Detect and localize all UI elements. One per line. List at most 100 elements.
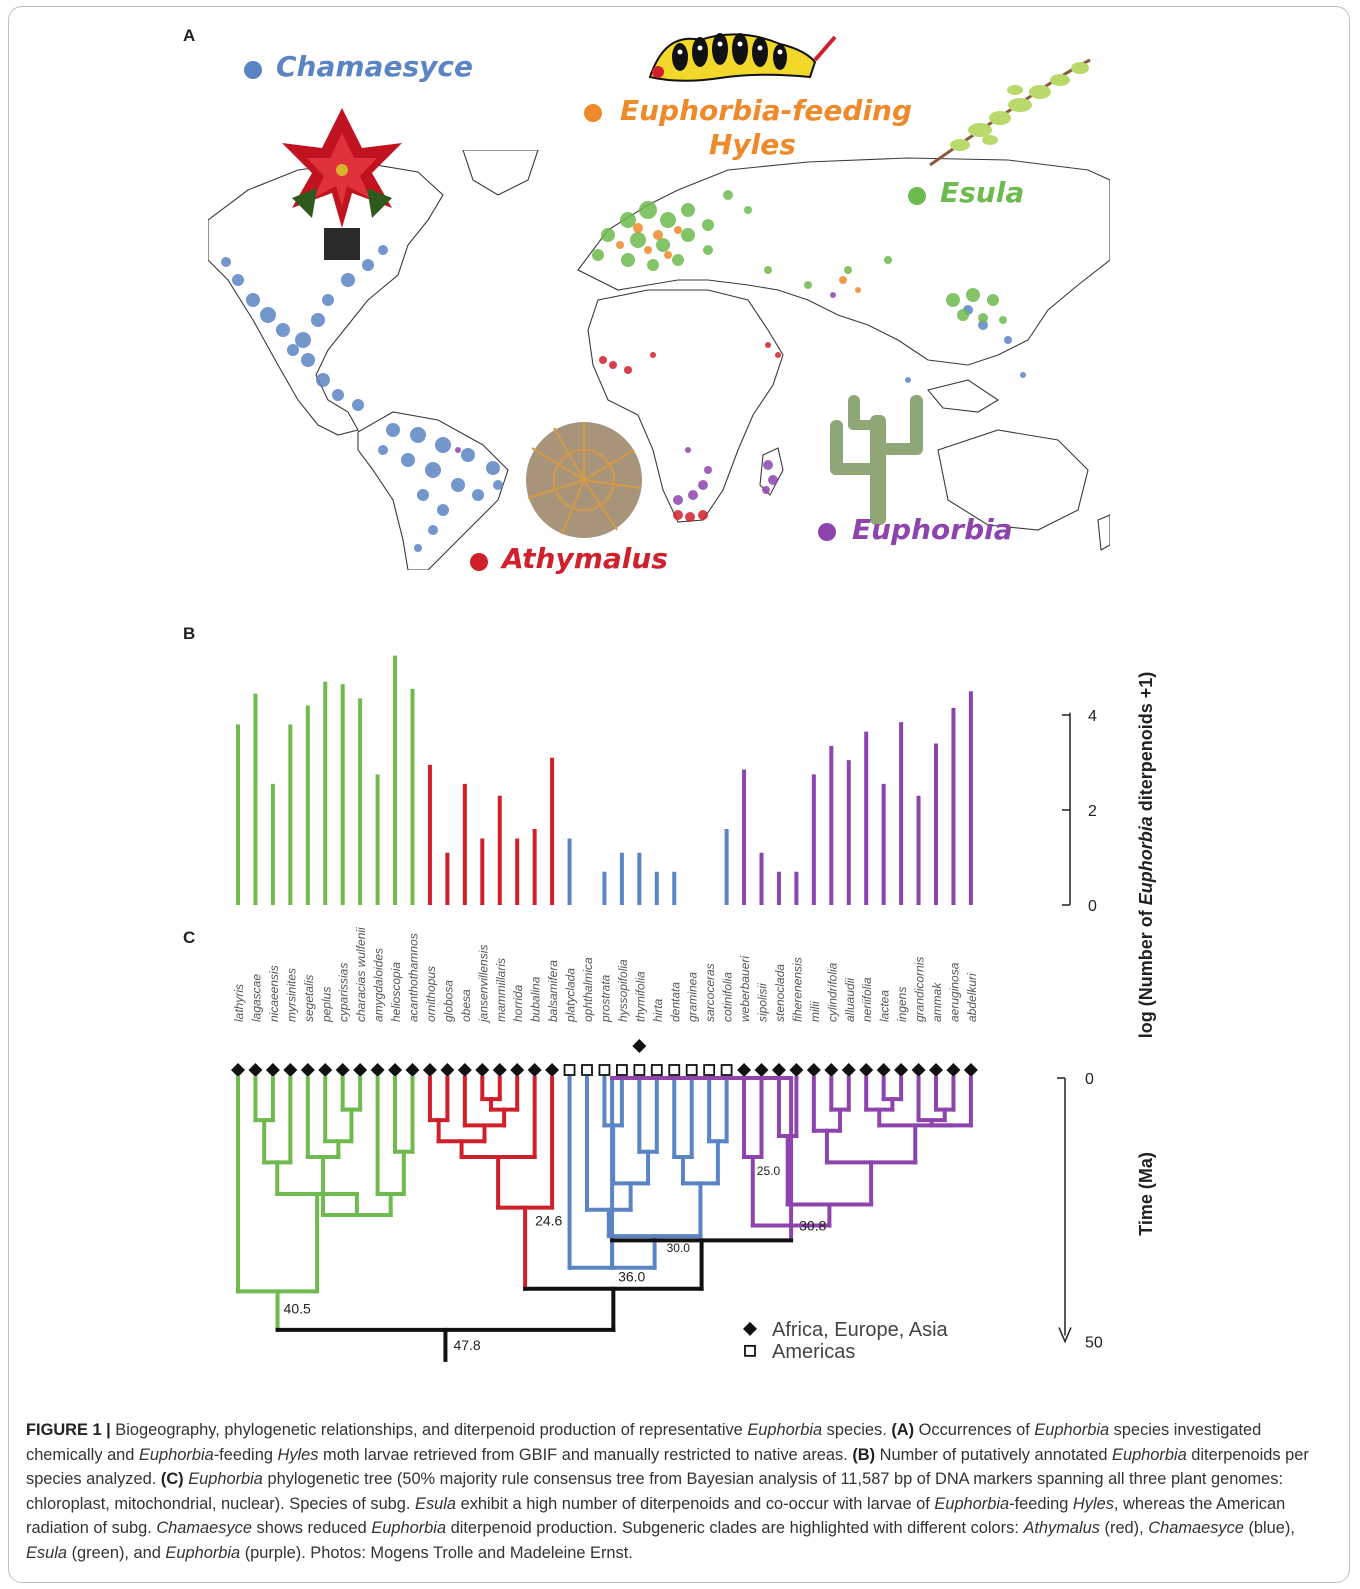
node-age-label: 25.0 [757, 1164, 781, 1178]
y-tick-label: 0 [1088, 898, 1097, 915]
species-label: dentata [668, 982, 682, 1022]
panel-label-b: B [183, 624, 196, 643]
species-label: thymifolia [633, 971, 647, 1022]
y-tick-label: 2 [1088, 803, 1097, 820]
legend-hyles-line1: Euphorbia-feeding [620, 94, 913, 127]
species-label: helioscopia [389, 962, 403, 1022]
species-label: fiherenensis [790, 957, 804, 1022]
diamond-marker-icon [771, 1063, 786, 1077]
species-label: horrida [511, 984, 525, 1022]
species-label: lactea [878, 990, 892, 1022]
species-label: stenoclada [773, 964, 787, 1022]
species-label: cotinifolia [721, 972, 735, 1022]
diamond-marker-icon [440, 1063, 455, 1077]
diamond-marker-icon [492, 1063, 507, 1077]
diamond-marker-icon [737, 1063, 752, 1077]
panel-label-c: C [183, 928, 196, 947]
diamond-marker-icon [929, 1063, 943, 1077]
legend-hyles-line2: Hyles [709, 128, 796, 161]
diamond-marker-icon [824, 1063, 839, 1077]
square-marker-icon [598, 1064, 611, 1076]
square-marker-icon [650, 1064, 663, 1076]
legend-chamaesyce: Chamaesyce [276, 50, 473, 83]
node-age-label: 36.0 [618, 1269, 645, 1285]
species-label: globosa [441, 980, 455, 1022]
species-labels: lathyris lagascae nicaeensis myrsinites sege… [232, 927, 979, 1024]
species-label: milii [808, 1001, 822, 1022]
diamond-marker-icon [265, 1063, 280, 1077]
species-label: amygdaloides [372, 948, 386, 1022]
diamond-marker-icon [876, 1063, 891, 1077]
diamond-marker-icon [370, 1063, 385, 1077]
time-arrow-icon [1058, 1327, 1072, 1344]
diamond-marker-icon [754, 1063, 769, 1077]
diamond-marker-icon [405, 1063, 420, 1077]
species-label: acanthothamnos [407, 933, 421, 1022]
diamond-marker-icon [231, 1063, 245, 1077]
euphorbia-dot-icon [818, 523, 836, 541]
node-age-label: 40.5 [284, 1300, 311, 1316]
node-age-label: 47.8 [453, 1337, 480, 1353]
legend-athymalus: Athymalus [502, 542, 668, 575]
time-axis: 0 50 Time (Ma) [1057, 1071, 1156, 1352]
bar-series [236, 655, 973, 905]
node-age-label: 30.8 [799, 1217, 826, 1233]
athymalus-dot-icon [470, 553, 488, 571]
legend-diamond-icon [743, 1321, 757, 1336]
species-label: characias wulfenii [354, 927, 368, 1022]
hyles-dot-icon [584, 104, 602, 122]
phylogenetic-tree: 47.8 40.5 24.6 36.0 30.0 30.8 25.0 [236, 1076, 973, 1362]
square-marker-icon [563, 1064, 576, 1076]
diamond-marker-icon [248, 1063, 263, 1077]
legend-square-icon [744, 1344, 756, 1357]
species-label: cyparissias [337, 963, 351, 1022]
world-map [208, 150, 1110, 570]
biogeo-markers [231, 1039, 978, 1077]
square-marker-icon [615, 1064, 628, 1076]
diamond-marker-icon [806, 1063, 821, 1077]
diamond-marker-icon [353, 1063, 368, 1077]
legend-label-americas: Americas [772, 1341, 855, 1363]
species-label: ophthalmica [581, 957, 595, 1022]
diamond-marker-icon [841, 1063, 856, 1077]
panel-label-a: A [183, 26, 196, 45]
species-label: lathyris [232, 984, 246, 1022]
globe-cactus-photo [526, 422, 642, 538]
species-label: myrsinites [284, 968, 298, 1022]
species-label: graminea [686, 972, 700, 1022]
diamond-marker-icon [300, 1063, 315, 1077]
species-label: balsamifera [546, 960, 560, 1022]
square-marker-icon [633, 1064, 646, 1076]
species-label: jansenvillensis [476, 945, 490, 1024]
species-label: lagascae [249, 974, 263, 1022]
diamond-marker-icon [946, 1063, 961, 1077]
species-label: neriifolia [860, 977, 874, 1022]
species-label: ornithopus [424, 966, 438, 1022]
species-label: hyssopifolia [616, 959, 630, 1022]
diamond-marker-icon [283, 1063, 298, 1077]
species-label: alluaudii [843, 978, 857, 1022]
species-label: segetalis [302, 975, 316, 1022]
species-label: grandicornis [913, 957, 927, 1022]
species-label: hirta [651, 998, 665, 1022]
node-age-label: 30.0 [667, 1241, 691, 1255]
diamond-marker-icon [475, 1063, 490, 1077]
diamond-marker-icon [545, 1063, 560, 1077]
species-label: peplus [319, 987, 333, 1023]
diamond-marker-icon [632, 1039, 647, 1053]
legend-euphorbia: Euphorbia [852, 513, 1013, 546]
time-tick-label: 0 [1085, 1071, 1094, 1088]
legend-label-old-world: Africa, Europe, Asia [772, 1319, 949, 1341]
euphorbia-sprig-photo [929, 58, 1091, 167]
caption-figure-label: FIGURE 1 | [26, 1421, 111, 1439]
species-label: abdelkuri [965, 973, 979, 1022]
square-marker-icon [581, 1064, 593, 1076]
diamond-marker-icon [894, 1063, 909, 1077]
species-label: mammillaris [494, 958, 508, 1022]
esula-dot-icon [908, 187, 926, 205]
legend-esula: Esula [940, 176, 1025, 209]
y-axis: 4 2 0 log (Number of Euphorbia diterpenoids… [1062, 672, 1156, 1038]
y-tick-label: 4 [1088, 708, 1097, 725]
species-label: prostrata [598, 974, 612, 1023]
species-label: platyclada [564, 968, 578, 1023]
